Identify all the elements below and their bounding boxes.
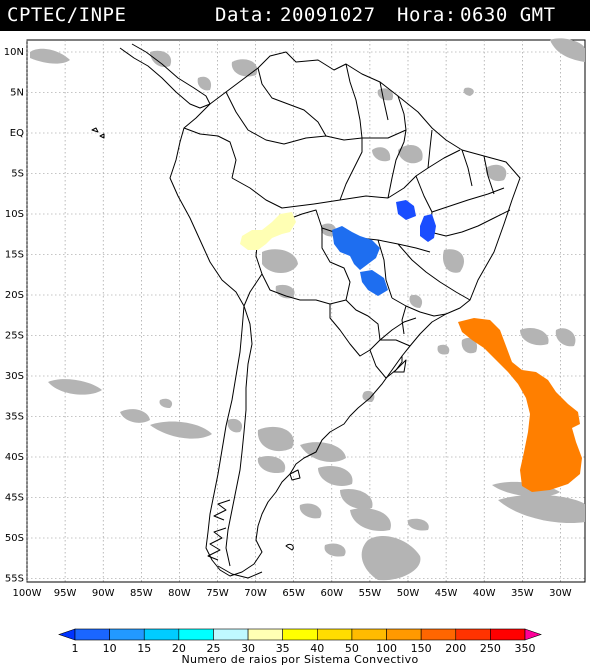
longitude-label: 95W (54, 588, 77, 599)
border-bolivia (255, 209, 351, 305)
latitude-label: 10N (4, 47, 24, 58)
latitude-label: 30S (5, 371, 24, 382)
colorbar-segment (282, 628, 318, 641)
longitude-label: 55W (359, 588, 382, 599)
colorbar-tick-label: 35 (276, 642, 290, 652)
colorbar-tick-label: 20 (172, 642, 186, 652)
title-bar: CPTEC/INPE Data: 20091027 Hora: 0630 GMT (0, 0, 590, 31)
latitude-label: 15S (5, 250, 24, 261)
longitude-label: 30W (549, 588, 572, 599)
longitude-label: 90W (92, 588, 115, 599)
border-colombia-peru-brazil (225, 91, 407, 145)
colorbar-tick-label: 15 (137, 642, 151, 652)
colorbar-tick-label: 350 (515, 642, 536, 652)
lightning-map: 10N5NEQ5S10S15S20S25S30S35S40S45S50S55S … (4, 38, 586, 599)
colorbar-tick-label: 150 (411, 642, 432, 652)
colorbar-tick-label: 100 (376, 642, 397, 652)
convective-system-bahia (420, 214, 436, 242)
source-label: CPTEC/INPE (7, 4, 127, 26)
latitude-label: 5N (10, 88, 24, 99)
border-uruguay (385, 356, 403, 379)
colorbar-segment (109, 628, 145, 641)
colorbar-tick-label: 25 (206, 642, 220, 652)
colorbar-segment (178, 628, 214, 641)
lagoa-dos-patos (393, 359, 407, 373)
colorbar-tick-label: 1 (72, 642, 79, 652)
border-venezuela-guyana (345, 63, 363, 139)
colorbar-segment (317, 628, 353, 641)
colorbar-segment (213, 628, 249, 641)
border-brazil-peru (231, 177, 315, 209)
brazil-internal-states (313, 129, 511, 341)
time-label: Hora: (397, 4, 457, 26)
colorbar-tick-label: 30 (241, 642, 255, 652)
colorbar-segment (143, 628, 180, 641)
border-colombia-venezuela (257, 67, 327, 137)
longitude-label: 65W (282, 588, 305, 599)
convective-system-peru-bolivia (240, 212, 296, 250)
latitude-label: 10S (5, 209, 24, 220)
latitude-label: 45S (5, 493, 24, 504)
colorbar: 1 10 15 20 25 30 35 40 50 100 150 200 250 350 (58, 628, 542, 652)
longitude-label: 75W (206, 588, 229, 599)
border-peru-chile (243, 273, 263, 307)
time-value: 0630 GMT (460, 4, 556, 26)
latitude-label: 5S (11, 169, 24, 180)
longitude-label: 45W (435, 588, 458, 599)
latitude-label: 55S (5, 574, 24, 585)
colorbar-segment (247, 628, 283, 641)
longitude-label: 70W (244, 588, 267, 599)
longitude-label: 35W (511, 588, 534, 599)
colorbar-tick-label: 250 (480, 642, 501, 652)
colorbar-segment (420, 628, 457, 641)
border-chile-argentina (225, 305, 253, 567)
central-america-isthmus (119, 43, 211, 109)
latitude-label: 25S (5, 331, 24, 342)
chile-fjords (207, 499, 231, 561)
border-argentina-brazil (369, 339, 411, 379)
colorbar-title: Numero de raios por Sistema Convectivo (181, 653, 419, 666)
colorbar-tick-label: 200 (445, 642, 466, 652)
colorbar-segment (351, 628, 387, 641)
colorbar-segment (74, 628, 110, 641)
border-guyanas (379, 81, 407, 131)
latitude-label: 40S (5, 452, 24, 463)
colorbar-segment (524, 628, 542, 641)
latitude-label: EQ (10, 128, 24, 139)
border-ecuador-peru (183, 127, 237, 179)
colorbar-segment (455, 628, 491, 641)
colorbar-segment (490, 628, 526, 641)
convective-system-goias (396, 200, 416, 220)
country-borders (91, 43, 521, 579)
convective-system-mato-grosso (332, 226, 380, 270)
graticule (26, 40, 585, 582)
satellite-cloud-cover (30, 38, 585, 581)
colorbar-tick-label: 10 (103, 642, 117, 652)
date-value: 20091027 (280, 4, 376, 26)
latitude-label: 35S (5, 412, 24, 423)
latitude-labels: 10N 5N EQ 5S 10S 15S 20S 25S 30S 35S 40S 45S 50S 55S (4, 47, 24, 585)
longitude-label: 100W (13, 588, 42, 599)
longitude-label: 60W (320, 588, 343, 599)
falkland-tierra-del-fuego (217, 543, 294, 579)
longitude-label: 40W (473, 588, 496, 599)
valdes-peninsula (289, 469, 301, 481)
colorbar-segment (58, 628, 76, 641)
latitude-label: 50S (5, 533, 24, 544)
latitude-label: 20S (5, 290, 24, 301)
galapagos-islands (91, 127, 105, 139)
colorbar-tick-label: 40 (310, 642, 324, 652)
longitude-label: 85W (130, 588, 153, 599)
longitude-label: 80W (168, 588, 191, 599)
colorbar-tick-label: 50 (345, 642, 359, 652)
colorbar-segment (386, 628, 422, 641)
map-frame (26, 39, 586, 583)
date-label: Data: (215, 4, 275, 26)
longitude-label: 50W (397, 588, 420, 599)
longitude-labels: 100W 95W 90W 85W 80W 75W 70W 65W 60W 55W 50W 45W 40W… (13, 588, 572, 599)
convective-system-mato-grosso-south (360, 270, 388, 296)
convective-system-south-atlantic (458, 318, 582, 492)
